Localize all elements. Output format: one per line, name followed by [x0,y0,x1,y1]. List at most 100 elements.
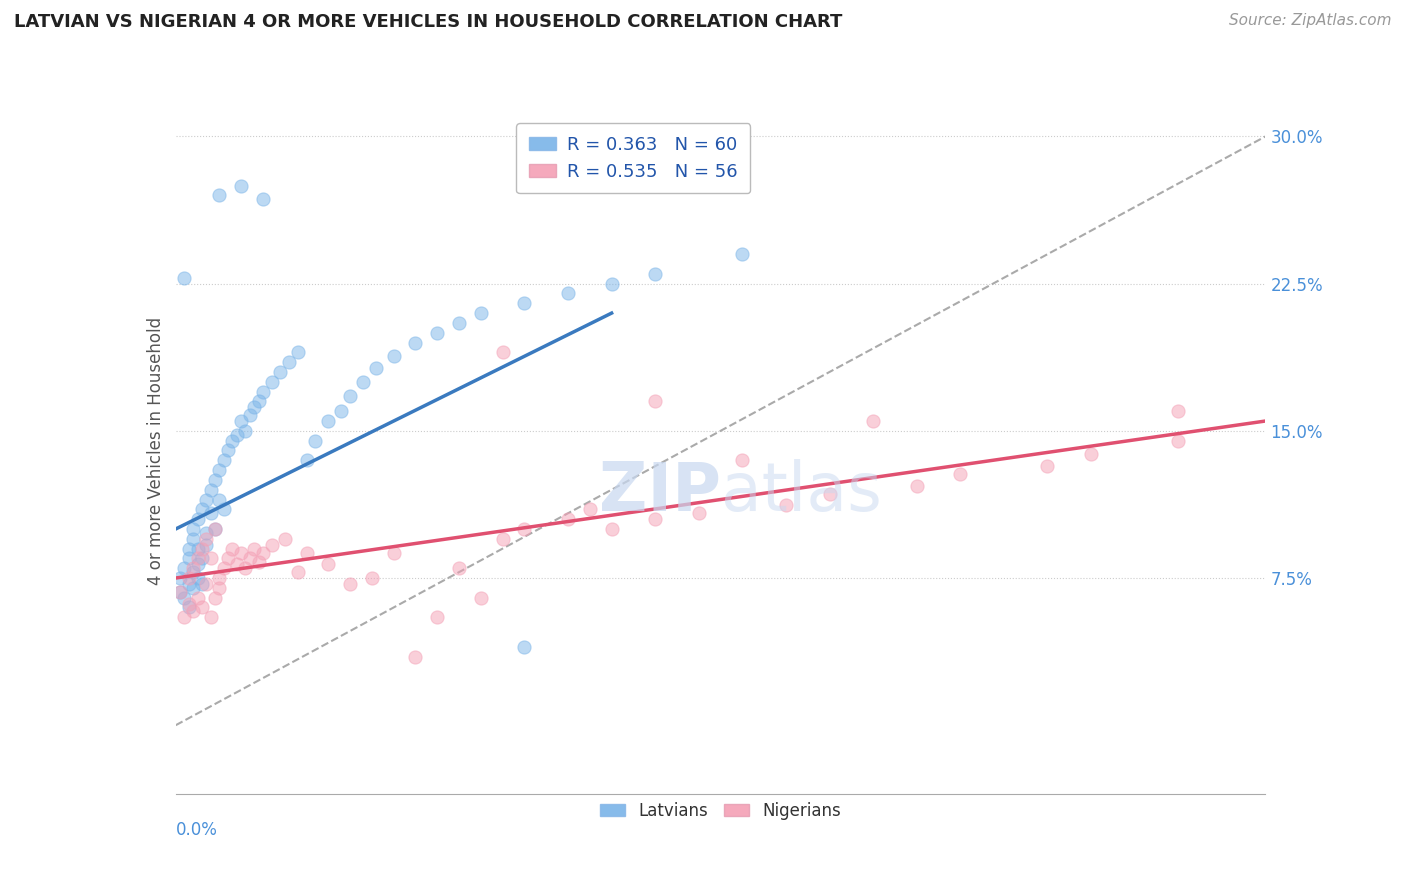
Point [186,541,209,556]
Point [278,355,301,369]
Point [644,512,666,526]
Point [177,577,200,591]
Point [195,577,218,591]
Point [366,361,388,376]
Point [426,326,449,340]
Point [862,414,884,428]
Point [470,591,492,605]
Point [217,551,239,566]
Point [181,604,204,618]
Point [235,424,257,438]
Legend: Latvians, Nigerians: Latvians, Nigerians [593,796,848,827]
Point [169,584,191,599]
Point [644,267,666,281]
Text: 0.0%: 0.0% [176,822,218,839]
Point [247,555,270,569]
Text: LATVIAN VS NIGERIAN 4 OR MORE VEHICLES IN HOUSEHOLD CORRELATION CHART: LATVIAN VS NIGERIAN 4 OR MORE VEHICLES I… [14,13,842,31]
Point [247,394,270,409]
Point [644,394,666,409]
Point [600,522,623,536]
Point [1036,459,1059,474]
Point [208,581,231,595]
Point [186,512,209,526]
Point [173,561,195,575]
Point [200,483,222,497]
Point [221,541,243,556]
Point [513,640,536,654]
Y-axis label: 4 or more Vehicles in Household: 4 or more Vehicles in Household [146,317,165,584]
Point [405,649,427,664]
Point [252,384,274,399]
Point [191,502,214,516]
Text: atlas: atlas [721,458,882,524]
Point [191,577,214,591]
Point [905,479,928,493]
Point [231,414,253,428]
Point [688,506,710,520]
Point [775,499,797,513]
Text: Source: ZipAtlas.com: Source: ZipAtlas.com [1229,13,1392,29]
Point [731,453,754,467]
Point [195,525,218,540]
Point [231,545,253,559]
Point [269,365,291,379]
Point [304,434,326,448]
Point [208,188,231,202]
Point [949,467,972,481]
Point [470,306,492,320]
Point [426,610,449,624]
Point [287,345,309,359]
Point [181,561,204,575]
Point [204,522,226,536]
Point [212,453,235,467]
Point [177,541,200,556]
Text: ZIP: ZIP [599,458,721,524]
Point [173,591,195,605]
Point [186,571,209,585]
Point [177,551,200,566]
Point [260,375,283,389]
Point [492,345,515,359]
Point [208,571,231,585]
Point [818,486,841,500]
Point [191,541,214,556]
Point [173,610,195,624]
Point [235,561,257,575]
Point [352,375,374,389]
Point [200,506,222,520]
Point [447,316,470,330]
Point [1080,447,1102,461]
Point [186,558,209,572]
Point [212,561,235,575]
Point [318,558,340,572]
Point [579,502,602,516]
Point [208,463,231,477]
Point [557,512,579,526]
Point [295,545,318,559]
Point [195,538,218,552]
Point [318,414,340,428]
Point [339,388,361,402]
Point [243,401,266,415]
Point [513,522,536,536]
Point [339,577,361,591]
Point [177,597,200,611]
Point [204,522,226,536]
Point [252,192,274,206]
Point [177,600,200,615]
Point [173,270,195,285]
Point [295,453,318,467]
Point [181,532,204,546]
Point [225,558,247,572]
Point [208,492,231,507]
Point [225,427,247,442]
Point [382,545,405,559]
Point [239,408,262,422]
Point [557,286,579,301]
Point [186,551,209,566]
Point [330,404,353,418]
Point [447,561,470,575]
Point [195,492,218,507]
Point [195,532,218,546]
Point [1167,404,1189,418]
